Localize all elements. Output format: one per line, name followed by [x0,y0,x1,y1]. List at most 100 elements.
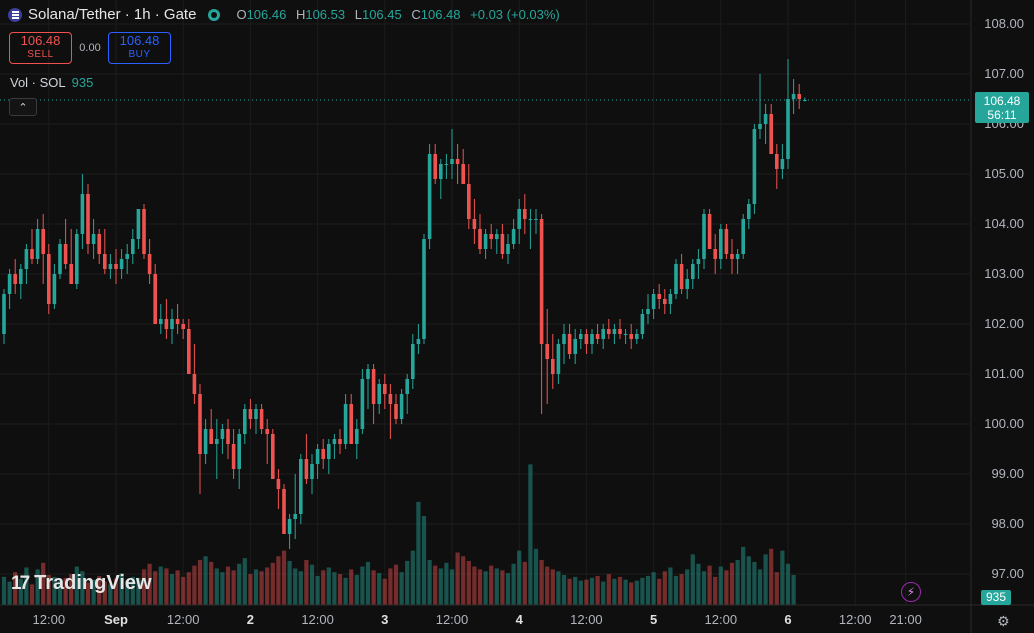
chevron-up-icon: ⌃ [18,101,28,114]
collapse-legend-button[interactable]: ⌃ [9,98,37,116]
candle-body [528,219,533,220]
candle-body [691,264,695,279]
market-status-icon[interactable] [208,8,221,21]
candle-body [349,404,353,444]
volume-bar [248,574,253,605]
volume-bar [673,575,679,605]
volume-bar [606,574,611,605]
volume-tag: 935 [981,590,1011,605]
sell-button[interactable]: 106.48 SELL [9,32,72,64]
candle-body [511,229,516,244]
candle-body [797,94,801,99]
candle-body [360,379,365,429]
tradingview-logo[interactable]: 17 TradingView [11,572,152,595]
volume-bar [533,548,539,605]
time-axis[interactable]: 12:00 Sep 12:00 2 12:00 3 12:00 4 12:00 5 12:00 6 12… [0,604,1034,627]
volume-bar [718,566,723,605]
volume-bar [108,584,113,605]
volume-bar [405,560,410,605]
candle-body [595,334,600,339]
volume-bar [337,574,343,605]
candle-body [668,294,673,304]
volume-bar [780,550,785,605]
sell-label: SELL [27,49,54,60]
volume-legend[interactable]: Vol · SOL 935 [10,75,93,90]
candle-body [114,264,118,269]
candle-body [601,329,605,339]
volume-bar [220,572,225,605]
candle-body [2,294,6,334]
volume-bar [130,576,135,605]
volume-bar [242,558,247,605]
volume-bar [707,565,712,605]
volume-bar [7,581,12,605]
candle-body [371,369,376,404]
volume-bar [494,568,499,605]
volume-bar [500,570,505,605]
candle-body [321,449,325,459]
buy-price: 106.48 [119,33,160,48]
gear-icon[interactable]: ⚙ [997,613,1010,629]
volume-bar [623,579,628,605]
volume-bar [197,560,203,605]
candle-body [685,279,689,289]
candle-body [131,239,135,254]
candle-body [282,489,286,534]
volume-bar [393,564,399,605]
symbol-legend[interactable]: Solana/Tether · 1h · Gate O106.46 H106.5… [8,6,560,23]
time-tick-label: Sep [104,612,128,627]
candlesticks [2,59,807,549]
volume-bar [298,571,303,605]
volume-bar [192,565,197,605]
volume-bar [505,573,511,605]
volume-bar [326,567,331,605]
volume-bar [164,568,169,605]
candle-body [467,184,471,219]
candle-body [450,159,454,164]
volume-bar [97,575,102,605]
volume-bar [489,565,494,605]
volume-bar [589,577,595,605]
lightning-icon[interactable]: ⚡ [901,582,921,602]
candle-body [411,344,415,379]
candle-body [562,334,566,344]
price-tick-label: 105.00 [984,166,1024,181]
trade-panel: 106.48 SELL 0.00 106.48 BUY [9,32,171,64]
volume-bar [567,578,572,605]
price-tick-label: 108.00 [984,16,1024,31]
candle-body [119,259,124,269]
candle-body [747,204,751,219]
volume-bar [304,560,309,605]
time-tick-label: 5 [650,612,657,627]
volume-bar [472,566,477,605]
candle-body [136,209,141,239]
time-tick-label: 12:00 [705,612,738,627]
candle-body [388,394,393,404]
candle-body [52,274,57,304]
time-tick-label: 12:00 [436,612,469,627]
symbol-title[interactable]: Solana/Tether · 1h · Gate [28,6,197,23]
time-tick-label: 3 [381,612,388,627]
candle-body [780,159,785,169]
candle-body [86,194,90,244]
open-value: 106.46 [246,7,287,22]
candle-body [153,274,157,324]
buy-button[interactable]: 106.48 BUY [108,32,171,64]
price-tick-label: 107.00 [984,66,1024,81]
volume-bar [416,501,421,605]
candle-body [724,229,729,254]
candle-body [310,464,314,479]
candle-body [489,234,493,239]
candle-body [175,319,180,324]
candle-body [299,459,303,514]
volume-bar [253,569,259,605]
spread-value: 0.00 [79,42,101,54]
candle-body [75,234,79,284]
candle-body [13,274,17,284]
volume-bar [270,562,275,605]
volume-bar [578,580,583,605]
candle-body [147,254,152,274]
candle-body [416,339,421,344]
candle-body [713,249,717,259]
